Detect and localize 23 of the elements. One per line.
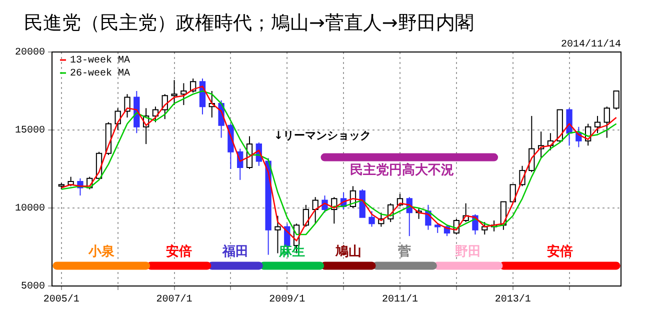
y-tick-label: 10000 bbox=[14, 204, 46, 215]
y-tick-label: 15000 bbox=[14, 126, 46, 137]
chart-title: 民進党（民主党）政権時代；鳩山→菅直人→野田内閣 bbox=[23, 11, 475, 36]
series-label: 鳩山 bbox=[334, 244, 362, 260]
x-tick-label: 2007/1 bbox=[156, 294, 192, 306]
series-label: 野田 bbox=[455, 244, 482, 260]
series-label: 民主党円高大不況 bbox=[350, 162, 454, 178]
legend-label: 13-week MA bbox=[70, 54, 130, 67]
text: 2014/11/14 bbox=[560, 38, 621, 51]
series-label: 安倍 bbox=[166, 244, 192, 260]
x-tick-label: 2011/1 bbox=[382, 294, 418, 306]
y-tick-label: 20000 bbox=[14, 48, 46, 59]
y-tick-label: 5000 bbox=[20, 282, 46, 293]
legend-label: 26-week MA bbox=[70, 68, 130, 80]
x-tick-label: 2005/1 bbox=[43, 294, 80, 306]
annotation: ↓リーマンショック bbox=[274, 129, 372, 142]
series-label: 菅 bbox=[397, 244, 412, 260]
series-label: 小泉 bbox=[87, 244, 114, 260]
series-label: 福田 bbox=[221, 244, 248, 260]
series-label: 麻生 bbox=[278, 244, 305, 260]
series-label: 安倍 bbox=[546, 244, 573, 260]
x-tick-label: 2009/1 bbox=[269, 294, 306, 306]
x-tick-label: 2013/1 bbox=[494, 294, 531, 306]
